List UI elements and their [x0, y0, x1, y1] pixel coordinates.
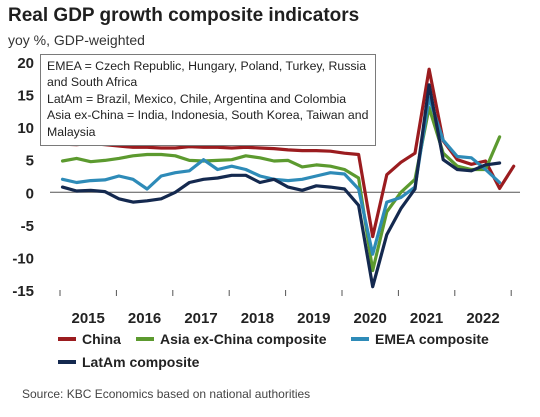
legend-swatch-emea	[351, 337, 369, 341]
legend-item-asia: Asia ex-China composite	[136, 331, 327, 347]
legend-label-latam: LatAm composite	[82, 354, 200, 370]
legend-label-emea: EMEA composite	[375, 331, 489, 347]
note-line-emea: EMEA = Czech Republic, Hungary, Poland, …	[47, 59, 367, 90]
x-tick-label: 2019	[297, 310, 330, 327]
x-tick-label: 2022	[466, 310, 499, 327]
legend-item-latam: LatAm composite	[58, 354, 199, 370]
y-tick-label: -15	[12, 283, 34, 300]
x-tick-label: 2016	[128, 310, 161, 327]
x-tick-label: 2017	[184, 310, 217, 327]
y-tick-label: -10	[12, 250, 34, 267]
source-note: Source: KBC Economics based on national …	[22, 387, 311, 401]
series-line-latam-composite	[60, 83, 502, 289]
legend-label-asia: Asia ex-China composite	[160, 331, 327, 347]
note-line-latam: LatAm = Brazil, Mexico, Chile, Argentina…	[47, 91, 347, 106]
legend-swatch-china	[58, 337, 76, 341]
y-tick-label: 10	[17, 120, 34, 137]
legend-item-emea: EMEA composite	[351, 331, 489, 347]
legend-label-china: China	[82, 331, 121, 347]
chart-title: Real GDP growth composite indicators	[8, 5, 360, 26]
x-tick-label: 2018	[241, 310, 274, 327]
y-tick-label: 5	[26, 153, 34, 170]
legend-swatch-asia	[136, 337, 154, 341]
x-tick-label: 2015	[72, 310, 105, 327]
chart-subtitle: yoy %, GDP-weighted	[8, 32, 145, 48]
y-tick-label: 15	[17, 88, 34, 105]
x-tick-label: 2020	[354, 310, 387, 327]
country-definitions-note: EMEA = Czech Republic, Hungary, Poland, …	[40, 54, 376, 146]
note-line-asia: Asia ex-China = India, Indonesia, South …	[47, 108, 369, 139]
y-tick-label: -5	[21, 218, 34, 235]
series-line-china	[60, 67, 516, 239]
y-tick-label: 20	[17, 55, 34, 72]
x-tick-label: 2021	[410, 310, 443, 327]
legend-item-china: China	[58, 331, 121, 347]
legend-swatch-latam	[58, 360, 76, 364]
y-tick-label: 0	[26, 185, 34, 202]
